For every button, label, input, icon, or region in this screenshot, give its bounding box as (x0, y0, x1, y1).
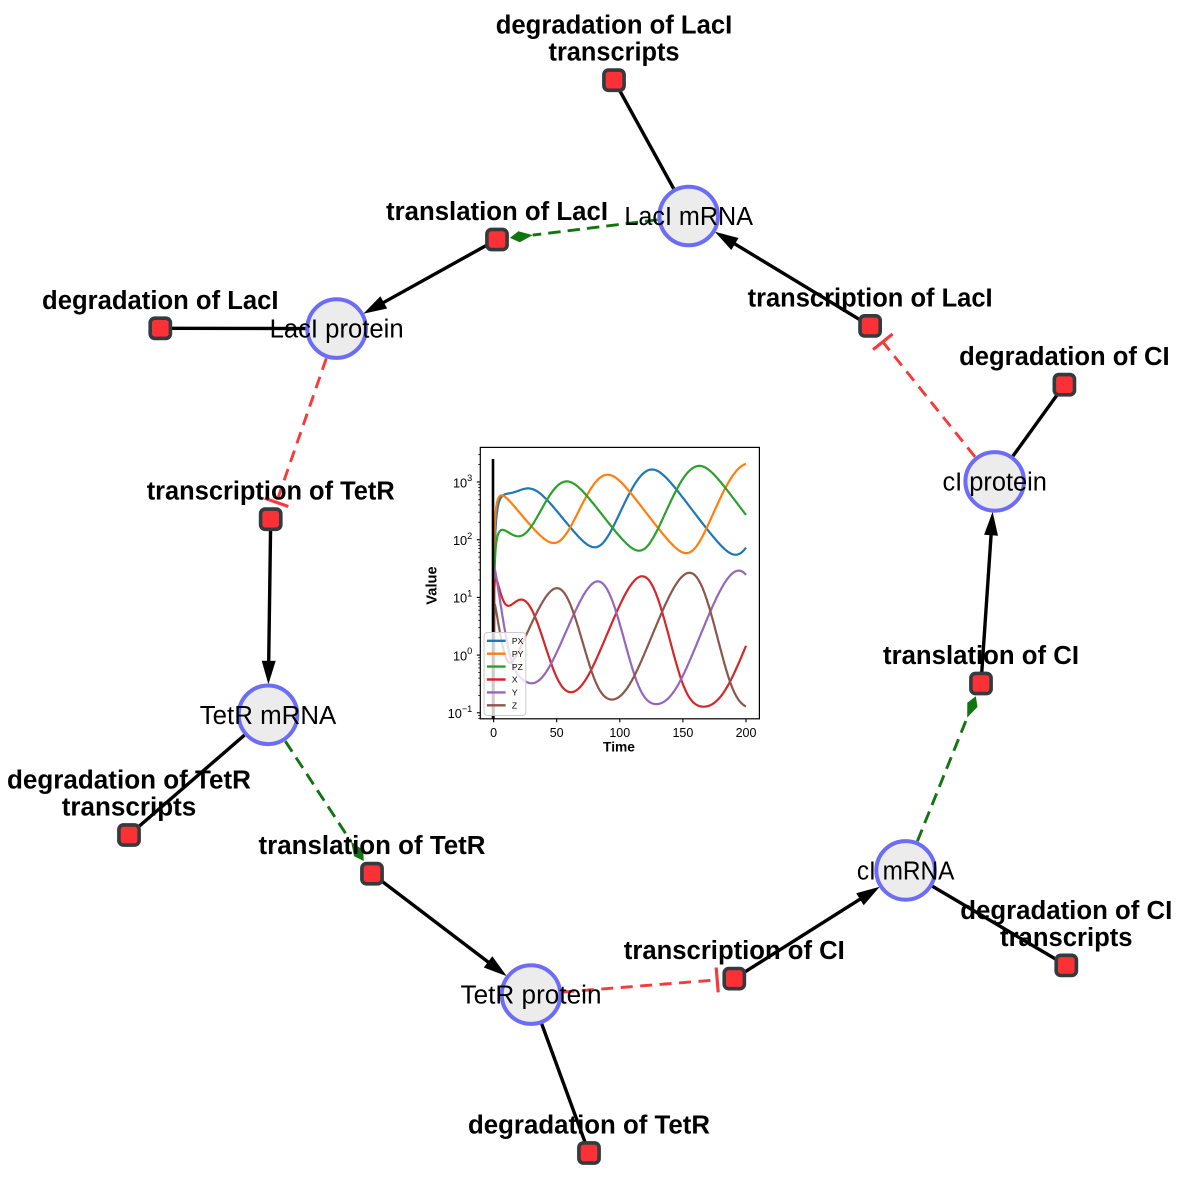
svg-text:degradation of CI: degradation of CI (959, 343, 1170, 371)
svg-text:200: 200 (736, 726, 757, 740)
svg-text:TetR protein: TetR protein (461, 982, 602, 1010)
svg-text:150: 150 (672, 726, 693, 740)
svg-text:50: 50 (550, 726, 564, 740)
svg-text:0: 0 (490, 726, 497, 740)
svg-text:Time: Time (603, 740, 635, 755)
svg-text:LacI protein: LacI protein (270, 316, 404, 344)
svg-text:degradation of LacI: degradation of LacI (42, 287, 279, 315)
svg-text:cI protein: cI protein (942, 468, 1047, 496)
svg-text:transcription of LacI: transcription of LacI (748, 284, 993, 312)
svg-text:LacI mRNA: LacI mRNA (624, 203, 753, 231)
svg-text:transcription of TetR: transcription of TetR (147, 478, 395, 506)
svg-text:transcripts: transcripts (549, 39, 680, 67)
svg-text:degradation of CI: degradation of CI (960, 897, 1172, 925)
svg-text:Z: Z (512, 701, 517, 711)
svg-text:PY: PY (512, 649, 524, 659)
svg-text:100: 100 (609, 726, 630, 740)
svg-text:PZ: PZ (512, 662, 523, 672)
svg-text:degradation of TetR: degradation of TetR (7, 767, 251, 795)
svg-text:degradation of LacI: degradation of LacI (496, 12, 733, 40)
svg-text:transcripts: transcripts (1000, 924, 1133, 952)
svg-text:translation of TetR: translation of TetR (259, 832, 486, 860)
svg-text:translation of CI: translation of CI (883, 642, 1079, 670)
svg-text:X: X (512, 675, 518, 685)
svg-text:transcription of CI: transcription of CI (624, 937, 845, 965)
svg-text:transcripts: transcripts (62, 794, 197, 822)
svg-text:degradation of TetR: degradation of TetR (468, 1112, 710, 1140)
svg-text:cI mRNA: cI mRNA (857, 857, 955, 885)
svg-text:TetR mRNA: TetR mRNA (200, 702, 337, 730)
svg-text:Y: Y (512, 688, 518, 698)
svg-text:Value: Value (424, 566, 440, 604)
svg-text:PX: PX (512, 636, 524, 646)
svg-text:translation of LacI: translation of LacI (386, 198, 608, 226)
